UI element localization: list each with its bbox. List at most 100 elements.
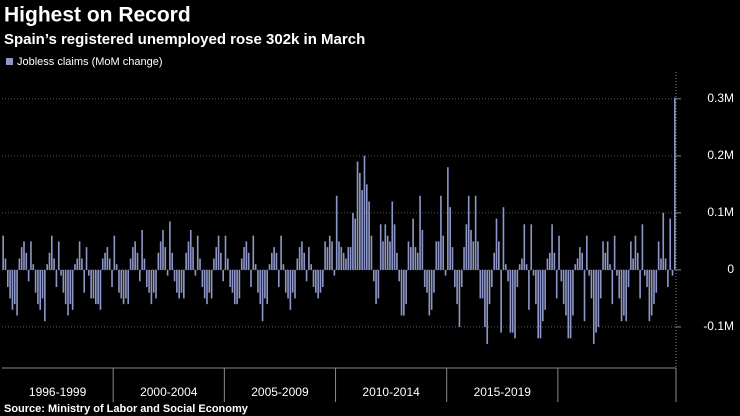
bar	[203, 269, 206, 299]
bar	[333, 269, 336, 276]
bar	[289, 269, 292, 310]
bar	[542, 269, 544, 322]
bar	[27, 269, 30, 282]
bar	[152, 269, 155, 293]
bar	[118, 269, 120, 293]
bar	[324, 241, 326, 270]
bar	[183, 269, 185, 299]
bar	[23, 241, 25, 270]
bar	[447, 167, 449, 270]
bar	[48, 252, 51, 270]
bar	[321, 269, 324, 288]
bar	[667, 269, 669, 288]
bar	[456, 269, 458, 305]
bar	[569, 269, 572, 339]
bar	[125, 269, 127, 299]
bar	[342, 252, 345, 270]
bar	[171, 252, 174, 270]
bar	[233, 269, 236, 305]
bar	[328, 235, 331, 270]
bar	[504, 264, 507, 270]
bar	[11, 269, 14, 310]
bar	[180, 269, 183, 293]
bar	[400, 269, 403, 316]
bar	[352, 212, 354, 270]
bar	[213, 258, 215, 270]
bar	[166, 269, 169, 276]
bar	[113, 235, 116, 270]
bar	[53, 258, 55, 270]
bar	[150, 269, 153, 305]
bar	[365, 184, 368, 270]
bar	[220, 252, 222, 270]
bar	[127, 269, 130, 305]
period-label: 2000-2004	[140, 385, 198, 399]
y-tick-label: 0	[727, 262, 734, 276]
bar	[85, 247, 88, 270]
bar	[231, 269, 234, 293]
bar	[122, 269, 125, 305]
bar	[576, 258, 579, 270]
bar	[238, 269, 241, 299]
bar	[50, 235, 53, 270]
bar	[298, 247, 301, 270]
bar	[458, 269, 461, 327]
bar	[650, 269, 653, 316]
bar	[579, 247, 581, 270]
bar	[319, 269, 322, 293]
bar	[67, 269, 69, 316]
bar	[430, 269, 433, 310]
bar	[185, 252, 187, 270]
bar	[264, 269, 266, 299]
bar	[521, 258, 523, 270]
bar	[674, 97, 676, 270]
bar	[606, 241, 609, 270]
bar	[173, 269, 176, 282]
bar	[669, 218, 672, 270]
bar	[9, 269, 11, 299]
bar	[345, 258, 347, 270]
bar	[261, 269, 264, 322]
bar	[495, 218, 498, 270]
bar	[315, 269, 317, 293]
bar	[18, 258, 21, 270]
bar	[169, 221, 171, 270]
bar	[236, 269, 238, 305]
bar	[101, 258, 104, 270]
bar	[491, 269, 493, 288]
bar	[178, 269, 180, 299]
bar	[134, 241, 136, 270]
bar	[194, 269, 197, 276]
bar	[465, 224, 468, 270]
bar	[247, 252, 250, 270]
bar	[479, 269, 482, 299]
bar	[409, 247, 412, 270]
bar	[2, 235, 4, 270]
bar	[574, 264, 577, 270]
bar	[567, 269, 570, 339]
bar	[90, 269, 92, 299]
bar	[639, 269, 641, 299]
bar	[372, 269, 375, 282]
period-label: 2015-2019	[474, 385, 532, 399]
bar	[4, 258, 7, 270]
bar	[662, 212, 665, 270]
bar	[143, 258, 146, 270]
bar	[509, 269, 512, 333]
bar	[516, 269, 519, 288]
bar	[442, 235, 445, 270]
bar	[498, 241, 500, 270]
bar	[416, 252, 419, 270]
bar	[291, 269, 294, 293]
bar	[176, 269, 178, 293]
bar	[250, 269, 252, 288]
bar	[627, 269, 630, 288]
bar	[189, 229, 192, 270]
bar	[377, 269, 380, 299]
bar	[558, 235, 560, 270]
bar	[277, 269, 280, 288]
bar	[268, 264, 271, 270]
bar	[597, 269, 600, 327]
bar	[187, 241, 190, 270]
bar	[595, 269, 597, 333]
